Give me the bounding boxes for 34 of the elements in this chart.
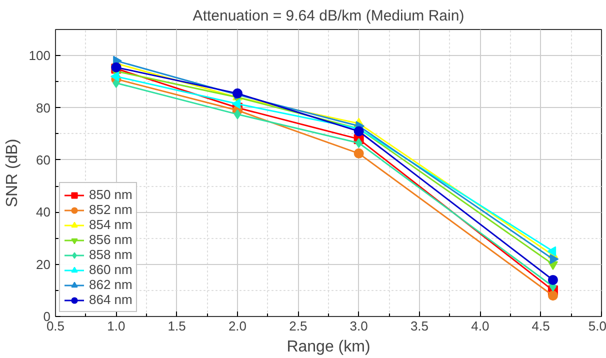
point xyxy=(547,246,556,256)
point xyxy=(232,98,241,109)
legend-label: 852 nm xyxy=(89,202,132,217)
y-axis-title: SNR (dB) xyxy=(4,138,21,208)
x-tick-label: 4.5 xyxy=(532,318,550,334)
legend-label: 864 nm xyxy=(89,292,132,307)
point xyxy=(550,254,559,264)
x-tick-label: 5.0 xyxy=(588,318,606,334)
point xyxy=(355,138,362,148)
point xyxy=(110,71,120,82)
y-tick-label: 40 xyxy=(36,204,51,220)
x-tick-label: 4.0 xyxy=(471,318,490,334)
legend-label: 860 nm xyxy=(89,262,132,277)
x-tick-label: 1.5 xyxy=(168,318,186,334)
y-tick-label: 60 xyxy=(36,152,51,168)
point xyxy=(354,148,364,158)
legend-label: 862 nm xyxy=(89,277,132,292)
x-tick-label: 2.5 xyxy=(289,318,308,334)
x-axis-title: Range (km) xyxy=(286,338,370,356)
point xyxy=(112,78,120,88)
legend-label: 856 nm xyxy=(89,232,132,247)
y-tick-label: 20 xyxy=(36,256,51,272)
x-tick-label: 1.0 xyxy=(107,318,126,334)
y-tick-label: 80 xyxy=(36,100,51,116)
point xyxy=(548,290,558,301)
x-tick-label: 3.5 xyxy=(410,318,429,334)
x-tick-label: 3.0 xyxy=(350,318,368,334)
legend-label: 850 nm xyxy=(89,187,132,202)
y-tick-label: 100 xyxy=(28,48,51,64)
legend-label: 858 nm xyxy=(89,247,132,262)
point xyxy=(548,274,558,285)
chart-title: Attenuation = 9.64 dB/km (Medium Rain) xyxy=(192,8,464,24)
x-tick-label: 2.0 xyxy=(228,318,247,334)
legend-label: 854 nm xyxy=(89,217,132,232)
